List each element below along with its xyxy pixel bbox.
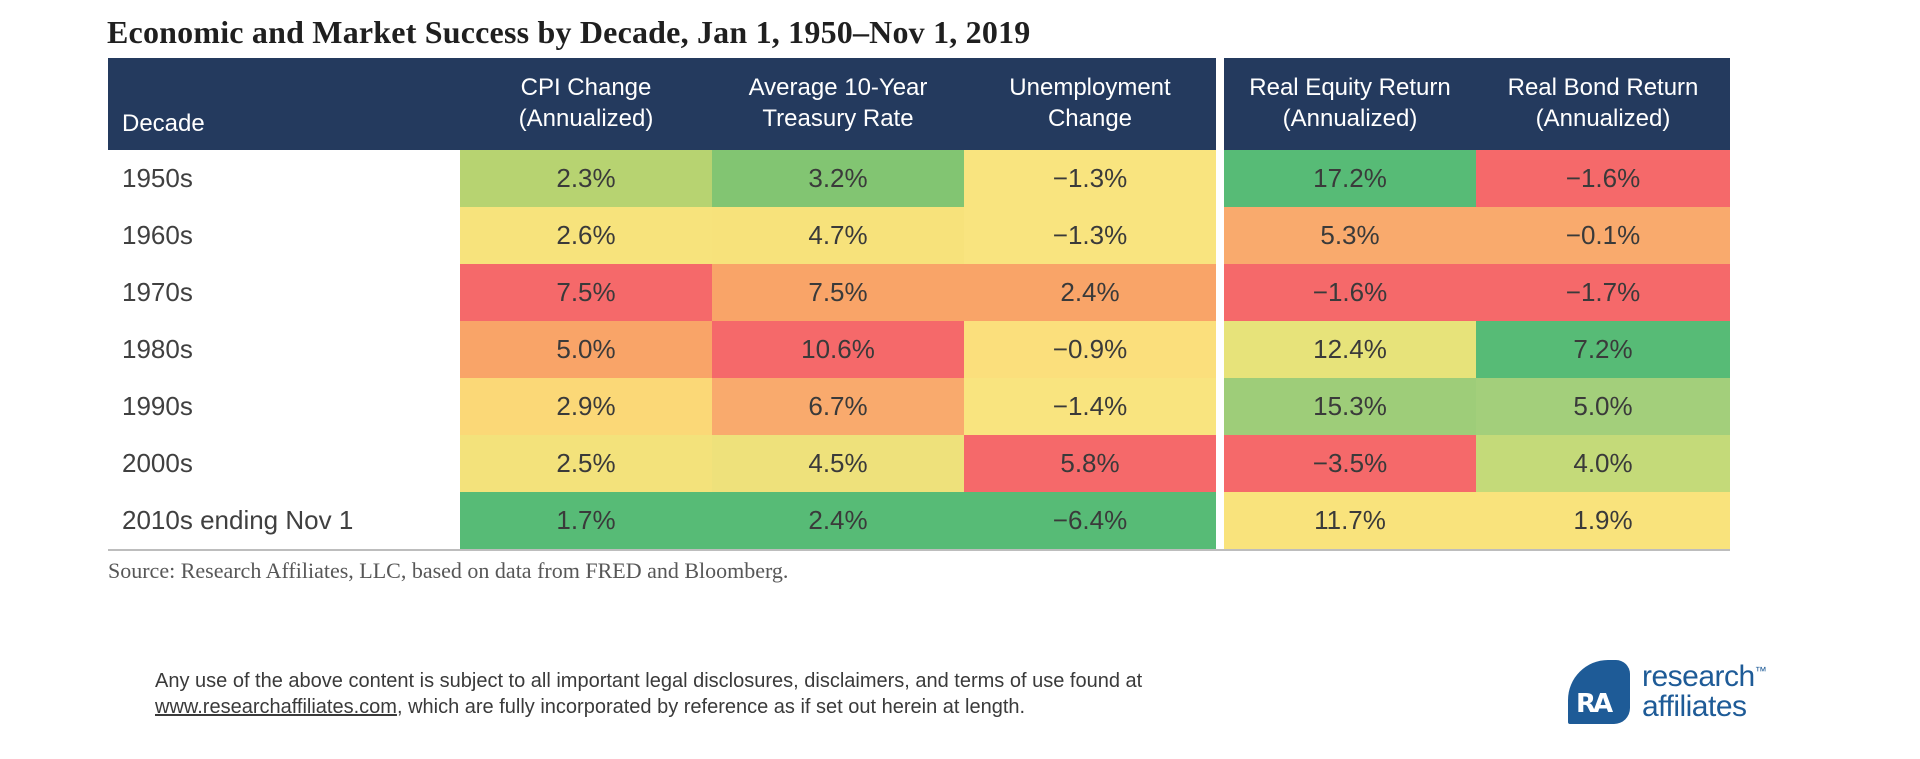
page-title: Economic and Market Success by Decade, J… <box>107 14 1031 50</box>
table-cell: 11.7% <box>1224 492 1476 549</box>
table-cell: 7.5% <box>712 264 964 321</box>
decade-label: 1960s <box>108 207 460 264</box>
decade-label: 1990s <box>108 378 460 435</box>
table-cell: −1.7% <box>1476 264 1730 321</box>
table-cell: 4.5% <box>712 435 964 492</box>
table-cell: 2.5% <box>460 435 712 492</box>
legal-text-line1: Any use of the above content is subject … <box>155 670 1143 692</box>
table-cell: 2.3% <box>460 150 712 207</box>
table-cell: 5.0% <box>1476 378 1730 435</box>
logo-wordmark: research™ affiliates <box>1642 662 1767 722</box>
column-divider <box>1216 492 1224 549</box>
decade-label: 1980s <box>108 321 460 378</box>
research-affiliates-logo: RA research™ affiliates <box>1568 660 1767 724</box>
table-cell: 10.6% <box>712 321 964 378</box>
table-cell: 17.2% <box>1224 150 1476 207</box>
table-cell: 2.4% <box>964 264 1216 321</box>
decade-label: 2000s <box>108 435 460 492</box>
column-header: Real Bond Return (Annualized) <box>1476 58 1730 150</box>
table-cell: 5.0% <box>460 321 712 378</box>
table-cell: −1.4% <box>964 378 1216 435</box>
decade-heatmap-table: Decade CPI Change (Annualized) Average 10-Y… <box>108 58 1730 551</box>
decade-label: 2010s ending Nov 1 <box>108 492 460 549</box>
table-cell: 5.8% <box>964 435 1216 492</box>
logo-mark-icon: RA <box>1568 660 1630 724</box>
table-cell: −3.5% <box>1224 435 1476 492</box>
table-cell: −1.6% <box>1224 264 1476 321</box>
column-header: Average 10-Year Treasury Rate <box>712 58 964 150</box>
table-cell: 2.6% <box>460 207 712 264</box>
table-cell: 2.4% <box>712 492 964 549</box>
table-cell: −1.3% <box>964 207 1216 264</box>
decade-label: 1970s <box>108 264 460 321</box>
table-cell: 7.2% <box>1476 321 1730 378</box>
trademark-symbol: ™ <box>1754 664 1767 678</box>
logo-text-line1: research <box>1642 660 1755 693</box>
table-cell: −6.4% <box>964 492 1216 549</box>
column-header: Decade <box>108 58 460 150</box>
table-cell: 12.4% <box>1224 321 1476 378</box>
column-divider <box>1216 435 1224 492</box>
table-cell: −0.1% <box>1476 207 1730 264</box>
table-cell: 4.7% <box>712 207 964 264</box>
table-cell: 4.0% <box>1476 435 1730 492</box>
column-header: Real Equity Return (Annualized) <box>1224 58 1476 150</box>
table-cell: 15.3% <box>1224 378 1476 435</box>
legal-text-line2: , which are fully incorporated by refere… <box>396 696 1026 718</box>
table-cell: 7.5% <box>460 264 712 321</box>
logo-text-line2: affiliates <box>1642 690 1747 723</box>
decade-label: 1950s <box>108 150 460 207</box>
table-cell: 1.7% <box>460 492 712 549</box>
table-cell: 6.7% <box>712 378 964 435</box>
table-cell: −1.6% <box>1476 150 1730 207</box>
column-header: Unemployment Change <box>964 58 1216 150</box>
legal-link[interactable]: www.researchaffiliates.com <box>155 696 397 718</box>
table-cell: −1.3% <box>964 150 1216 207</box>
table-cell: −0.9% <box>964 321 1216 378</box>
table-cell: 3.2% <box>712 150 964 207</box>
column-divider <box>1216 150 1224 207</box>
legal-disclaimer: Any use of the above content is subject … <box>155 668 1142 720</box>
source-note: Source: Research Affiliates, LLC, based … <box>108 558 789 583</box>
column-divider <box>1216 264 1224 321</box>
column-divider <box>1216 378 1224 435</box>
column-divider <box>1216 58 1224 150</box>
table-cell: 2.9% <box>460 378 712 435</box>
column-divider <box>1216 321 1224 378</box>
logo-monogram: RA <box>1576 689 1613 719</box>
column-header: CPI Change (Annualized) <box>460 58 712 150</box>
column-divider <box>1216 207 1224 264</box>
table-cell: 1.9% <box>1476 492 1730 549</box>
table-cell: 5.3% <box>1224 207 1476 264</box>
